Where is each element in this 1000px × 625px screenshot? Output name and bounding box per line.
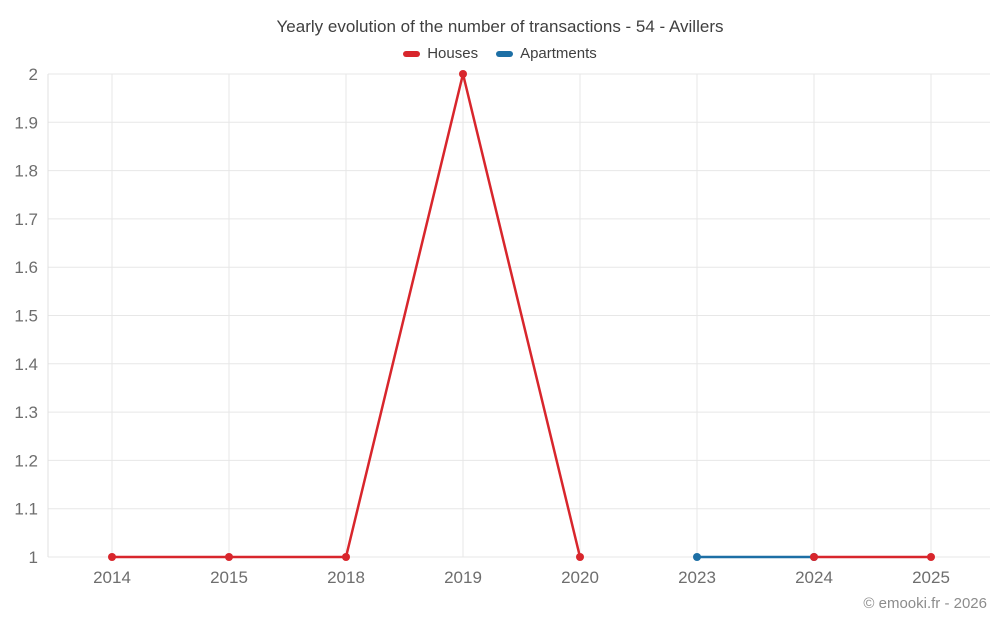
series-apartments	[693, 553, 818, 561]
x-tick-label: 2014	[93, 568, 131, 587]
x-tick-label: 2024	[795, 568, 833, 587]
x-axis-labels: 2014 2015 2018 2019 2020 2023 2024 2025	[93, 568, 950, 587]
data-point-marker[interactable]	[693, 553, 701, 561]
chart-legend: Houses Apartments	[0, 45, 1000, 62]
y-tick-label: 1.2	[14, 451, 38, 470]
houses-series-swatch-icon	[403, 50, 421, 57]
data-point-marker[interactable]	[810, 553, 818, 561]
y-tick-label: 1.1	[14, 500, 38, 519]
x-tick-label: 2020	[561, 568, 599, 587]
series-houses	[108, 70, 935, 561]
y-axis-labels: 1 1.1 1.2 1.3 1.4 1.5 1.6 1.7 1.8 1.9 2	[14, 65, 38, 567]
legend-item-houses[interactable]: Houses	[403, 45, 478, 62]
y-tick-label: 1	[29, 548, 38, 567]
data-point-marker[interactable]	[108, 553, 116, 561]
legend-item-apartments[interactable]: Apartments	[496, 45, 597, 62]
data-point-marker[interactable]	[342, 553, 350, 561]
y-tick-label: 1.3	[14, 403, 38, 422]
data-point-marker[interactable]	[459, 70, 467, 78]
x-tick-label: 2018	[327, 568, 365, 587]
data-point-marker[interactable]	[927, 553, 935, 561]
y-tick-label: 1.9	[14, 113, 38, 132]
y-tick-label: 1.7	[14, 210, 38, 229]
legend-label-apartments: Apartments	[520, 45, 597, 62]
y-tick-label: 1.5	[14, 307, 38, 326]
data-point-marker[interactable]	[225, 553, 233, 561]
y-tick-label: 1.4	[14, 355, 38, 374]
apartments-series-swatch-icon	[496, 50, 514, 57]
gridlines	[48, 73, 990, 558]
copyright-credit: © emooki.fr - 2026	[863, 595, 987, 612]
legend-label-houses: Houses	[427, 45, 479, 62]
y-tick-label: 2	[29, 65, 38, 84]
x-tick-label: 2015	[210, 568, 248, 587]
x-tick-label: 2023	[678, 568, 716, 587]
data-point-marker[interactable]	[576, 553, 584, 561]
chart-title: Yearly evolution of the number of transa…	[276, 17, 724, 36]
y-tick-label: 1.6	[14, 258, 38, 277]
x-tick-label: 2019	[444, 568, 482, 587]
y-tick-label: 1.8	[14, 162, 38, 181]
x-tick-label: 2025	[912, 568, 950, 587]
